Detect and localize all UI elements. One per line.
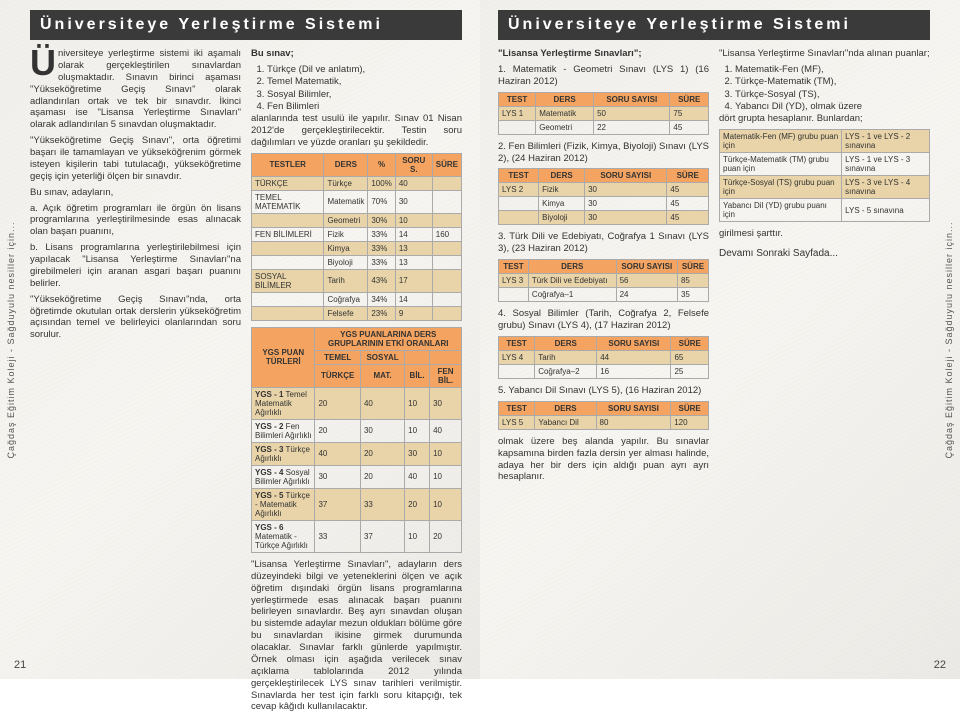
r2h: "Lisansa Yerleştirme Sınavları"nda alına… [719, 48, 930, 60]
table-lys1: TESTDERSSORU SAYISISÜRELYS 1Matematik507… [498, 92, 709, 135]
pagenum-right: 22 [934, 659, 946, 671]
c2p1: alanlarında test usulü ile yapılır. Sına… [251, 113, 462, 149]
header-left: Üniversiteye Yerleştirme Sistemi [30, 10, 462, 40]
continue: Devamı Sonraki Sayfada... [719, 248, 930, 259]
c2h: Bu sınav; [251, 48, 462, 60]
subject-list: Türkçe (Dil ve anlatım), Temel Matematik… [251, 64, 462, 113]
right-col1: "Lisansa Yerleştirme Sınavları"; 1. Mate… [498, 48, 709, 487]
table-testler: TESTLERDERS%SORU S.SÜRETÜRKÇETürkçe100%4… [251, 153, 462, 321]
grp-2: Türkçe-Matematik (TM), [735, 76, 930, 88]
p3: Bu sınav, adayların, [30, 187, 241, 199]
p1: Üniversiteye yerleştirme sistemi iki aşa… [30, 48, 241, 131]
subj-2: Temel Matematik, [267, 76, 462, 88]
page-left: Çağdaş Eğitim Koleji - Sağduyulu nesille… [0, 0, 480, 679]
lys4h: 4. Sosyal Bilimler (Tarih, Coğrafya 2, F… [498, 308, 709, 332]
p3a: a. Açık öğretim programları ile örgün ön… [30, 203, 241, 239]
page-right: Çağdaş Eğitim Koleji - Sağduyulu nesille… [480, 0, 960, 679]
table-lys4: TESTDERSSORU SAYISISÜRELYS 4Tarih4465Coğ… [498, 336, 709, 379]
grp-4: Yabancı Dil (YD), olmak üzere [735, 101, 930, 113]
p4: "Yükseköğretime Geçiş Sınavı"nda, orta ö… [30, 294, 241, 342]
p3b: b. Lisans programlarına yerleştirilebilm… [30, 242, 241, 290]
grp-1: Matematik-Fen (MF), [735, 64, 930, 76]
left-col2: Bu sınav; Türkçe (Dil ve anlatım), Temel… [251, 48, 462, 717]
subj-4: Fen Bilimleri [267, 101, 462, 113]
r1p: olmak üzere beş alanda yapılır. Bu sınav… [498, 436, 709, 484]
lys3h: 3. Türk Dili ve Edebiyatı, Coğrafya 1 Sı… [498, 231, 709, 255]
left-col1: Üniversiteye yerleştirme sistemi iki aşa… [30, 48, 241, 717]
spine-label-left: Çağdaş Eğitim Koleji - Sağduyulu nesille… [6, 221, 16, 458]
pagenum-left: 21 [14, 659, 26, 671]
c2p2: "Lisansa Yerleştirme Sınavları", adaylar… [251, 559, 462, 713]
r2end: girilmesi şarttır. [719, 228, 930, 240]
p2: "Yükseköğretime Geçiş Sınavı", orta öğre… [30, 135, 241, 183]
r1h: "Lisansa Yerleştirme Sınavları"; [498, 48, 709, 60]
subj-1: Türkçe (Dil ve anlatım), [267, 64, 462, 76]
table-lys5: TESTDERSSORU SAYISISÜRELYS 5Yabancı Dil8… [498, 401, 709, 430]
group-list: Matematik-Fen (MF), Türkçe-Matematik (TM… [719, 64, 930, 113]
table-ygs: YGS PUAN TÜRLERİYGS PUANLARINA DERS GRUP… [251, 327, 462, 553]
spine-label-right: Çağdaş Eğitim Koleji - Sağduyulu nesille… [944, 221, 954, 458]
lys2h: 2. Fen Bilimleri (Fizik, Kimya, Biyoloji… [498, 141, 709, 165]
table-lys3: TESTDERSSORU SAYISISÜRELYS 3Türk Dili ve… [498, 259, 709, 302]
subj-3: Sosyal Bilimler, [267, 89, 462, 101]
r2p: dört grupta hesaplanır. Bunlardan; [719, 113, 930, 125]
table-lys2: TESTDERSSORU SAYISISÜRELYS 2Fizik3045Kim… [498, 168, 709, 225]
lys5h: 5. Yabancı Dil Sınavı (LYS 5), (16 Hazir… [498, 385, 709, 397]
lys1h: 1. Matematik - Geometri Sınavı (LYS 1) (… [498, 64, 709, 88]
right-col2: "Lisansa Yerleştirme Sınavları"nda alına… [719, 48, 930, 487]
grp-3: Türkçe-Sosyal (TS), [735, 89, 930, 101]
header-right: Üniversiteye Yerleştirme Sistemi [498, 10, 930, 40]
table-girl: Matematik-Fen (MF) grubu puan içinLYS - … [719, 129, 930, 222]
